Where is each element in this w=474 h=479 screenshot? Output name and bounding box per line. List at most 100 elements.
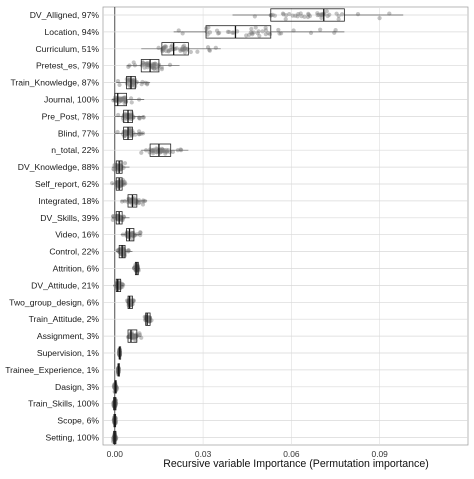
category-label: Control, 22% <box>49 247 99 257</box>
data-point <box>137 331 142 336</box>
data-point <box>160 49 165 54</box>
category-label: Setting, 100% <box>45 433 99 443</box>
data-point <box>112 163 117 168</box>
data-point <box>122 97 127 102</box>
data-point <box>119 97 124 102</box>
data-point <box>283 16 288 22</box>
category-label: n_total, 22% <box>51 145 99 155</box>
data-point <box>134 80 140 85</box>
category-label: Self_report, 62% <box>35 179 99 189</box>
data-point <box>147 316 152 322</box>
data-point <box>131 334 137 340</box>
x-axis-ticks: 0.00 0.03 0.06 0.09 <box>107 449 389 459</box>
data-point <box>163 149 168 155</box>
data-point <box>149 65 155 70</box>
data-point <box>130 232 135 237</box>
data-point <box>127 198 133 203</box>
data-point <box>377 16 382 21</box>
data-point <box>284 13 289 18</box>
data-point <box>131 333 136 339</box>
data-point <box>161 47 166 52</box>
data-point <box>123 181 128 186</box>
data-point <box>293 13 298 18</box>
data-point <box>305 14 311 20</box>
data-point <box>263 25 268 31</box>
x-tick-label: 0.06 <box>283 449 300 459</box>
data-point <box>319 15 324 20</box>
data-point <box>257 33 262 39</box>
data-point <box>114 179 119 184</box>
data-point <box>217 30 222 36</box>
category-label: Train_Attitude, 2% <box>29 314 100 324</box>
data-point <box>276 27 281 33</box>
data-point <box>139 335 144 340</box>
data-point <box>150 151 156 156</box>
category-label: DV_Attitude, 21% <box>31 280 99 290</box>
data-point <box>250 32 255 37</box>
data-point <box>137 116 142 121</box>
data-point <box>146 61 151 66</box>
data-point <box>132 63 138 68</box>
data-point <box>121 282 126 287</box>
data-point <box>299 14 304 19</box>
data-point <box>120 177 126 183</box>
data-point <box>131 333 136 339</box>
data-point <box>260 29 265 34</box>
data-point <box>120 96 125 101</box>
data-point <box>139 82 144 87</box>
data-point <box>306 11 311 16</box>
data-point <box>127 113 132 118</box>
data-point <box>124 129 129 134</box>
data-point <box>145 82 150 87</box>
data-point <box>123 99 129 104</box>
data-point <box>355 12 361 17</box>
data-point <box>128 130 133 135</box>
data-point <box>246 32 252 38</box>
data-point <box>151 62 156 67</box>
data-point <box>122 97 128 102</box>
data-point <box>180 44 186 49</box>
data-point <box>166 148 171 153</box>
category-label: Assignment, 3% <box>37 331 99 341</box>
data-point <box>164 147 169 153</box>
data-point <box>129 233 134 238</box>
data-point <box>131 230 136 236</box>
data-point <box>122 134 127 139</box>
data-point <box>290 13 295 18</box>
category-label: Supervision, 1% <box>37 348 99 358</box>
data-point <box>315 12 320 18</box>
data-point <box>131 298 136 303</box>
data-point <box>132 77 137 82</box>
data-point <box>266 30 271 36</box>
data-point <box>112 167 117 172</box>
data-point <box>119 215 124 220</box>
data-point <box>142 65 147 70</box>
data-point <box>137 115 142 120</box>
data-point <box>180 47 185 53</box>
data-point <box>123 112 128 117</box>
data-point <box>277 31 282 36</box>
data-point <box>126 78 131 84</box>
data-point <box>308 30 314 35</box>
data-point <box>150 64 155 70</box>
data-point <box>164 149 169 154</box>
box-iqr <box>115 278 122 293</box>
data-point <box>231 30 236 35</box>
data-point <box>150 63 155 68</box>
data-point <box>159 149 165 154</box>
data-point <box>263 28 269 33</box>
data-point <box>131 80 137 85</box>
data-point <box>139 63 144 68</box>
data-point <box>151 148 156 153</box>
data-point <box>152 61 157 66</box>
data-point <box>159 67 164 72</box>
data-point <box>151 64 156 69</box>
data-point <box>140 79 145 85</box>
data-point <box>119 199 125 204</box>
data-point <box>126 76 131 81</box>
data-point <box>128 128 133 133</box>
data-point <box>123 130 128 135</box>
data-point <box>129 230 134 235</box>
data-point <box>122 95 127 100</box>
data-point <box>138 230 143 235</box>
